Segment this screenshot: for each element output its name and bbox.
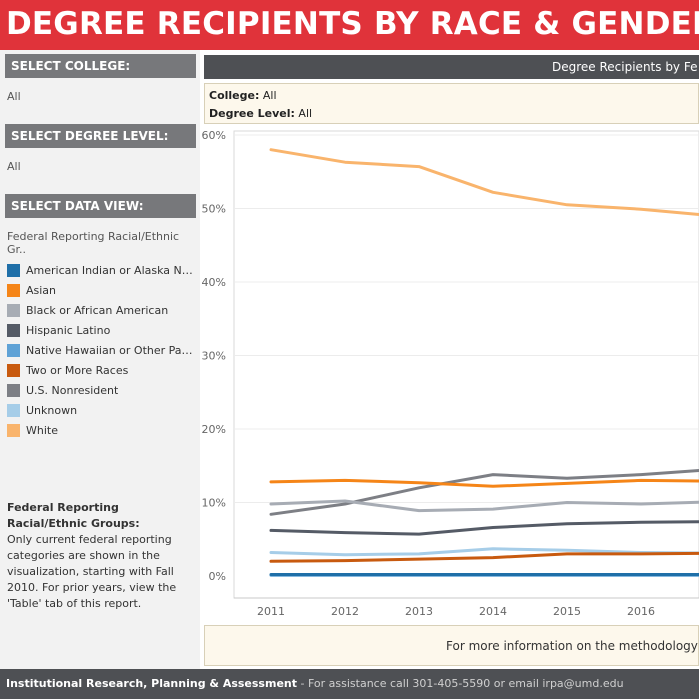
select-college-header[interactable]: SELECT COLLEGE: (5, 54, 196, 78)
college-filter-value: All (262, 89, 277, 102)
y-tick-label: 50% (202, 203, 226, 216)
series-line (269, 520, 699, 536)
series-line (269, 469, 699, 516)
y-tick-label: 60% (202, 129, 226, 142)
degree-filter-label: Degree Level: (209, 107, 295, 120)
note-title: Federal Reporting Racial/Ethnic Groups: (7, 501, 140, 530)
plot-area (233, 130, 699, 599)
page-title: DEGREE RECIPIENTS BY RACE & GENDER (6, 6, 699, 42)
y-tick-label: 40% (202, 276, 226, 289)
series-line (269, 499, 699, 513)
chart-legend: American Indian or Alaska Nati.. Asian B… (7, 263, 195, 443)
x-tick-label: 2013 (405, 605, 433, 618)
y-tick-label: 20% (202, 423, 226, 436)
legend-swatch (7, 284, 20, 297)
active-filters: College: All Degree Level: All (204, 83, 699, 124)
y-tick-label: 30% (202, 350, 226, 363)
x-tick-label: 2015 (553, 605, 581, 618)
chart-header: Degree Recipients by Fe (204, 55, 699, 79)
select-college-value[interactable]: All (7, 90, 21, 103)
legend-label: American Indian or Alaska Nati.. (26, 264, 194, 277)
banner: DEGREE RECIPIENTS BY RACE & GENDER (0, 0, 699, 50)
footer-text: Institutional Research, Planning & Asses… (6, 677, 624, 690)
legend-label: White (26, 424, 58, 437)
legend-label: Unknown (26, 404, 78, 417)
legend-swatch (7, 324, 20, 337)
series-line (269, 551, 699, 563)
legend-item-american-indian[interactable]: American Indian or Alaska Nati.. (7, 263, 195, 283)
line-chart: 0% 10% 20% 30% 40% 50% 60% 2011 2012 2013 2014 2015… (200, 127, 699, 625)
chart-svg: 0% 10% 20% 30% 40% 50% 60% 2011 2012 2013 2014 2015… (202, 129, 699, 618)
series-line (269, 148, 699, 216)
chart-title: Degree Recipients by Fe (552, 60, 698, 74)
y-tick-label: 0% (209, 570, 226, 583)
college-filter-label: College: (209, 89, 260, 102)
methodology-text[interactable]: For more information on the methodology … (446, 639, 699, 653)
degree-filter-value: All (298, 107, 313, 120)
legend-label: Black or African American (26, 304, 169, 317)
select-degree-level-header[interactable]: SELECT DEGREE LEVEL: (5, 124, 196, 148)
legend-swatch (7, 404, 20, 417)
legend-swatch (7, 264, 20, 277)
x-tick-label: 2016 (627, 605, 655, 618)
legend-swatch (7, 424, 20, 437)
degree-filter-readout: Degree Level: All (209, 107, 312, 120)
legend-label: Two or More Races (26, 364, 129, 377)
legend-item-two-or-more[interactable]: Two or More Races (7, 363, 195, 383)
sidebar: SELECT COLLEGE: All SELECT DEGREE LEVEL:… (0, 50, 200, 669)
legend-swatch (7, 384, 20, 397)
select-degree-level-value[interactable]: All (7, 160, 21, 173)
legend-item-unknown[interactable]: Unknown (7, 403, 195, 423)
y-tick-label: 10% (202, 497, 226, 510)
note-body: Only current federal reporting categorie… (7, 533, 177, 610)
legend-item-us-nonresident[interactable]: U.S. Nonresident (7, 383, 195, 403)
x-tick-label: 2014 (479, 605, 507, 618)
series-line (269, 478, 699, 488)
select-data-view-header[interactable]: SELECT DATA VIEW: (5, 194, 196, 218)
legend-item-native-hawaiian[interactable]: Native Hawaiian or Other Pacifi.. (7, 343, 195, 363)
legend-swatch (7, 304, 20, 317)
x-tick-label: 2011 (257, 605, 285, 618)
legend-item-black[interactable]: Black or African American (7, 303, 195, 323)
legend-swatch (7, 344, 20, 357)
legend-label: Asian (26, 284, 57, 297)
x-tick-label: 2012 (331, 605, 359, 618)
legend-item-hispanic[interactable]: Hispanic Latino (7, 323, 195, 343)
footer-org: Institutional Research, Planning & Asses… (6, 677, 297, 690)
note-panel: Federal Reporting Racial/Ethnic Groups: … (7, 500, 192, 612)
legend-label: Native Hawaiian or Other Pacifi.. (26, 344, 194, 357)
legend-swatch (7, 364, 20, 377)
legend-label: Hispanic Latino (26, 324, 111, 337)
legend-item-white[interactable]: White (7, 423, 195, 443)
legend-item-asian[interactable]: Asian (7, 283, 195, 303)
college-filter-readout: College: All (209, 89, 277, 102)
methodology-box: For more information on the methodology … (204, 625, 699, 666)
footer: Institutional Research, Planning & Asses… (0, 669, 699, 699)
footer-contact[interactable]: - For assistance call 301-405-5590 or em… (297, 677, 624, 690)
legend-label: U.S. Nonresident (26, 384, 119, 397)
select-data-view-value[interactable]: Federal Reporting Racial/Ethnic Gr.. (7, 230, 180, 256)
